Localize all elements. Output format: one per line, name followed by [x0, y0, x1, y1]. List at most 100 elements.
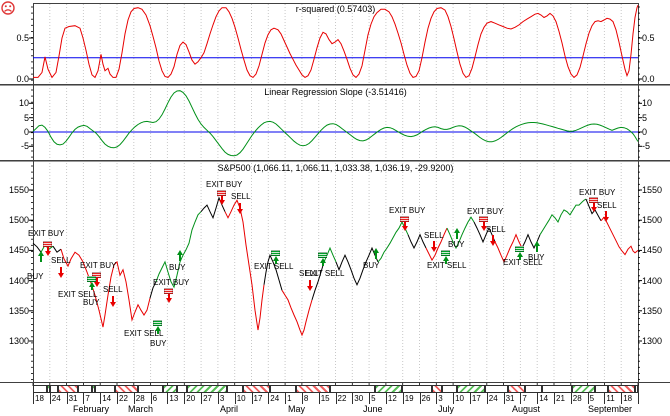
date-tick-label: 27: [203, 394, 212, 403]
signal-sell-arrow-icon: [108, 296, 117, 307]
sp500-ytick-left: 1450: [8, 245, 29, 255]
rsquared-ytick-left: 0.0: [16, 74, 29, 84]
sad-face-icon: [1, 1, 15, 15]
date-tick-label: 11: [606, 394, 615, 403]
signal-label-sell: SELL: [299, 269, 319, 278]
signal-exitbuy-arrow-icon: [164, 288, 173, 303]
date-tick-label: 26: [421, 394, 431, 403]
position-band-segment-red: [608, 385, 635, 393]
date-cell-divider: [587, 393, 589, 404]
date-cell-divider: [570, 393, 572, 404]
price-panel-title: S&P500 (1,066.11, 1,066.11, 1,033.38, 1,…: [217, 163, 454, 173]
date-cell-divider: [184, 393, 186, 404]
sp500-ytick-right: 1500: [642, 215, 663, 225]
signal-label-sell: SELL: [486, 225, 506, 234]
month-label-february: February: [73, 404, 110, 414]
date-cell-divider: [150, 393, 152, 404]
date-cell-divider: [133, 393, 135, 404]
signal-label-exitbuy: EXIT BUY: [467, 207, 504, 216]
signal-label-exitbuy: EXIT BUY: [206, 180, 243, 189]
sp500-ytick-left: 1550: [8, 185, 29, 195]
date-tick-label: 1: [287, 394, 292, 403]
month-label-may: May: [288, 404, 306, 414]
signal-buy-arrow-icon: [532, 241, 541, 252]
date-cell-divider: [554, 393, 555, 404]
position-band-segment-red: [243, 385, 270, 393]
position-band-segment-plain: [635, 385, 638, 393]
date-cell-divider: [285, 393, 287, 404]
date-tick-label: 10: [455, 394, 464, 403]
date-tick-label: 17: [253, 394, 263, 403]
lrs-ytick-right: 10: [642, 98, 653, 108]
date-cell-divider: [335, 393, 337, 404]
date-tick-label: 28: [135, 394, 145, 403]
position-band-segment-squares: [542, 385, 572, 393]
month-label-april: April: [220, 404, 239, 414]
signal-exitsell-arrow-icon: [515, 246, 524, 260]
date-tick-label: 8: [303, 394, 309, 403]
date-cell-divider: [251, 393, 253, 404]
signal-exitbuy-arrow-icon: [217, 190, 226, 205]
month-label-march: March: [128, 404, 154, 414]
date-cell-divider: [33, 393, 34, 404]
signal-label-exitsell: EXIT SELL: [503, 258, 543, 267]
date-tick-label: 3: [219, 394, 225, 403]
date-cell-divider: [201, 393, 203, 404]
date-tick-label: 22: [337, 394, 347, 403]
position-band-segment-plain: [50, 385, 58, 393]
rsquared-ytick-right: 0.0: [642, 74, 655, 84]
signal-exitbuy-arrow-icon: [92, 272, 101, 287]
lrs-ytick-left: -5: [20, 141, 29, 151]
date-cell-divider: [369, 393, 371, 404]
signal-label-sell: SELL: [103, 285, 123, 294]
date-tick-label: 24: [51, 394, 61, 403]
signal-exitsell-arrow-icon: [153, 320, 162, 334]
date-cell-divider: [385, 393, 387, 404]
date-tick-label: 24: [488, 394, 498, 403]
date-tick-label: 10: [236, 394, 246, 403]
date-tick-label: 6: [152, 394, 158, 403]
date-cell-divider: [503, 393, 505, 404]
date-tick-label: 24: [270, 394, 280, 403]
date-cell-divider: [117, 393, 118, 404]
date-cell-divider: [217, 393, 219, 404]
lrs-ytick-right: -5: [642, 141, 651, 151]
date-tick-label: 12: [387, 394, 397, 403]
date-tick-label: 7: [85, 394, 90, 403]
rsquared-ytick-right: 0.5: [642, 33, 655, 43]
position-band-segment-green: [457, 385, 485, 393]
signal-label-buy: BUY: [83, 298, 100, 307]
date-tick-label: 31: [505, 394, 515, 403]
date-cell-divider: [318, 393, 320, 404]
position-band-segment-green: [187, 385, 227, 393]
position-band-segment-green: [572, 385, 595, 393]
signal-buy-arrow-icon: [175, 250, 184, 261]
signal-exitbuy-arrow-icon: [43, 241, 52, 256]
date-cell-divider: [621, 393, 623, 404]
slope-panel-title: Linear Regression Slope (-3.51416): [264, 87, 407, 97]
signal-label-exitbuy: EXIT BUY: [389, 206, 426, 215]
sp500-ytick-right: 1300: [642, 336, 663, 346]
signal-exitbuy-arrow-icon: [589, 197, 598, 212]
position-band-segment-green: [47, 385, 50, 393]
position-band-segment-green: [92, 385, 95, 393]
position-band-segment-plain: [485, 385, 508, 393]
signal-label-exitsell: EXIT SELL: [305, 269, 345, 278]
signal-label-exitsell: EXIT SELL: [58, 290, 98, 299]
signal-exitbuy-arrow-icon: [400, 216, 409, 231]
date-tick-label: 5: [589, 394, 595, 403]
lrs-ytick-right: 5: [642, 113, 648, 123]
signal-buy-arrow-icon: [452, 228, 461, 239]
signal-exitsell-arrow-icon: [441, 250, 450, 264]
signal-label-buy: BUY: [27, 272, 44, 281]
signal-sell-arrow-icon: [429, 241, 438, 252]
position-band-segment-plain: [227, 385, 243, 393]
signal-exitsell-arrow-icon: [271, 250, 280, 264]
position-band-segment-green: [163, 385, 177, 393]
date-cell-divider: [66, 393, 68, 404]
signal-sell-arrow-icon: [488, 235, 497, 246]
date-tick-label: 13: [169, 394, 179, 403]
date-cell-divider: [83, 393, 85, 404]
date-tick-label: 14: [539, 394, 549, 403]
sp500-ytick-right: 1450: [642, 245, 663, 255]
